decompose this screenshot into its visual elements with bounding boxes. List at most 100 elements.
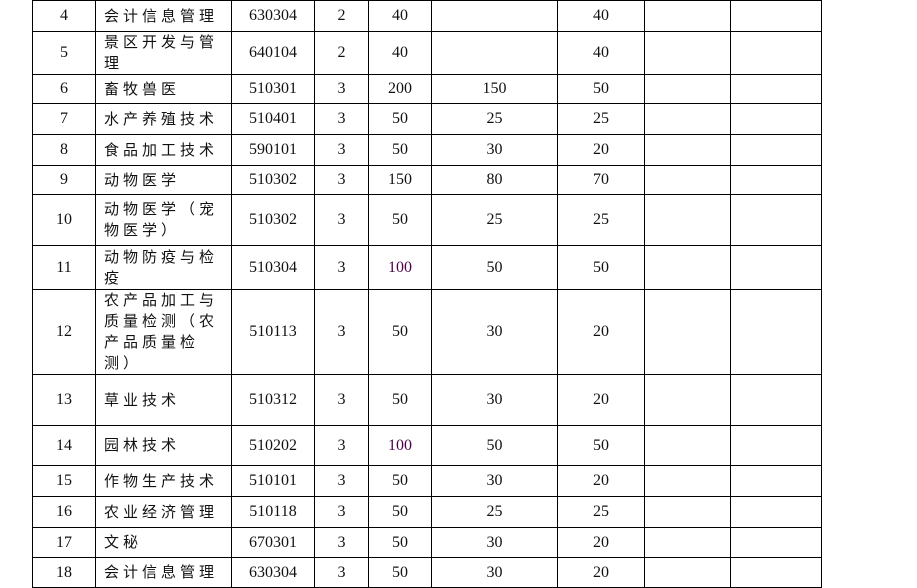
- plan-a-cell: [431, 31, 558, 75]
- row-number-cell: 18: [32, 557, 96, 588]
- plan-a-cell: 30: [431, 289, 558, 375]
- table-row: 11 动物防疫与检疫 510304 3 100 50 50: [32, 245, 822, 290]
- years-cell: 3: [314, 496, 369, 528]
- major-name-cell: 草业技术: [95, 374, 232, 426]
- major-name-cell: 会计信息管理: [95, 0, 232, 32]
- col-8-cell: [644, 465, 731, 497]
- enrollment-table: 4 会计信息管理 630304 2 40 40 5 景区开发与管理 640104 2 40 40 6 畜牧…: [32, 0, 822, 588]
- row-number-cell: 16: [32, 496, 96, 528]
- row-number-cell: 7: [32, 103, 96, 135]
- col-8-cell: [644, 496, 731, 528]
- plan-a-cell: 25: [431, 496, 558, 528]
- row-number-cell: 17: [32, 527, 96, 558]
- plan-a-cell: 25: [431, 194, 558, 246]
- plan-b-cell: 20: [557, 465, 645, 497]
- col-8-cell: [644, 245, 731, 290]
- plan-total-cell: 40: [368, 0, 432, 32]
- major-code-cell: 510118: [231, 496, 315, 528]
- plan-a-cell: 30: [431, 557, 558, 588]
- major-name-cell: 作物生产技术: [95, 465, 232, 497]
- major-code-cell: 510202: [231, 425, 315, 466]
- col-8-cell: [644, 374, 731, 426]
- col-9-cell: [730, 465, 822, 497]
- major-code-cell: 510302: [231, 194, 315, 246]
- plan-total-cell: 50: [368, 374, 432, 426]
- major-name-cell: 会计信息管理: [95, 557, 232, 588]
- table-row: 18 会计信息管理 630304 3 50 30 20: [32, 557, 822, 588]
- years-cell: 3: [314, 527, 369, 558]
- years-cell: 3: [314, 103, 369, 135]
- years-cell: 3: [314, 289, 369, 375]
- years-cell: 3: [314, 194, 369, 246]
- row-number-cell: 6: [32, 74, 96, 104]
- major-name-cell: 动物医学（宠物医学）: [95, 194, 232, 246]
- col-8-cell: [644, 103, 731, 135]
- row-number-cell: 15: [32, 465, 96, 497]
- plan-total-cell: 50: [368, 557, 432, 588]
- row-number-cell: 12: [32, 289, 96, 375]
- plan-b-cell: 50: [557, 74, 645, 104]
- major-name-cell: 动物防疫与检疫: [95, 245, 232, 290]
- col-9-cell: [730, 31, 822, 75]
- plan-total-cell: 50: [368, 194, 432, 246]
- row-number-cell: 4: [32, 0, 96, 32]
- table-row: 7 水产养殖技术 510401 3 50 25 25: [32, 103, 822, 135]
- years-cell: 3: [314, 165, 369, 195]
- col-9-cell: [730, 374, 822, 426]
- table-row: 15 作物生产技术 510101 3 50 30 20: [32, 465, 822, 497]
- plan-total-cell: 50: [368, 134, 432, 166]
- major-name-cell: 园林技术: [95, 425, 232, 466]
- row-number-cell: 11: [32, 245, 96, 290]
- plan-a-cell: 80: [431, 165, 558, 195]
- row-number-cell: 8: [32, 134, 96, 166]
- table-row: 17 文秘 670301 3 50 30 20: [32, 527, 822, 558]
- major-name-cell: 农产品加工与质量检测（农产品质量检测）: [95, 289, 232, 375]
- major-code-cell: 590101: [231, 134, 315, 166]
- plan-b-cell: 20: [557, 557, 645, 588]
- col-8-cell: [644, 0, 731, 32]
- table-row: 9 动物医学 510302 3 150 80 70: [32, 165, 822, 195]
- plan-a-cell: 150: [431, 74, 558, 104]
- col-9-cell: [730, 0, 822, 32]
- major-code-cell: 670301: [231, 527, 315, 558]
- col-9-cell: [730, 103, 822, 135]
- plan-b-cell: 50: [557, 245, 645, 290]
- major-name-cell: 文秘: [95, 527, 232, 558]
- col-8-cell: [644, 289, 731, 375]
- plan-total-cell: 200: [368, 74, 432, 104]
- col-9-cell: [730, 527, 822, 558]
- plan-total-cell: 150: [368, 165, 432, 195]
- plan-total-cell: 50: [368, 496, 432, 528]
- major-name-cell: 农业经济管理: [95, 496, 232, 528]
- years-cell: 3: [314, 74, 369, 104]
- major-code-cell: 510301: [231, 74, 315, 104]
- major-code-cell: 510304: [231, 245, 315, 290]
- table-row: 8 食品加工技术 590101 3 50 30 20: [32, 134, 822, 166]
- plan-b-cell: 20: [557, 374, 645, 426]
- major-code-cell: 510101: [231, 465, 315, 497]
- table-row: 6 畜牧兽医 510301 3 200 150 50: [32, 74, 822, 104]
- plan-b-cell: 25: [557, 103, 645, 135]
- years-cell: 2: [314, 0, 369, 32]
- plan-total-cell: 100: [368, 245, 432, 290]
- years-cell: 3: [314, 425, 369, 466]
- years-cell: 3: [314, 245, 369, 290]
- table-row: 14 园林技术 510202 3 100 50 50: [32, 425, 822, 466]
- plan-a-cell: 30: [431, 134, 558, 166]
- major-code-cell: 630304: [231, 557, 315, 588]
- row-number-cell: 14: [32, 425, 96, 466]
- plan-b-cell: 40: [557, 0, 645, 32]
- plan-total-cell: 100: [368, 425, 432, 466]
- major-name-cell: 动物医学: [95, 165, 232, 195]
- major-code-cell: 510401: [231, 103, 315, 135]
- major-code-cell: 510302: [231, 165, 315, 195]
- plan-total-cell: 50: [368, 465, 432, 497]
- major-code-cell: 510113: [231, 289, 315, 375]
- years-cell: 3: [314, 374, 369, 426]
- plan-total-cell: 50: [368, 527, 432, 558]
- row-number-cell: 5: [32, 31, 96, 75]
- major-code-cell: 630304: [231, 0, 315, 32]
- plan-total-cell: 50: [368, 289, 432, 375]
- plan-b-cell: 20: [557, 134, 645, 166]
- col-9-cell: [730, 134, 822, 166]
